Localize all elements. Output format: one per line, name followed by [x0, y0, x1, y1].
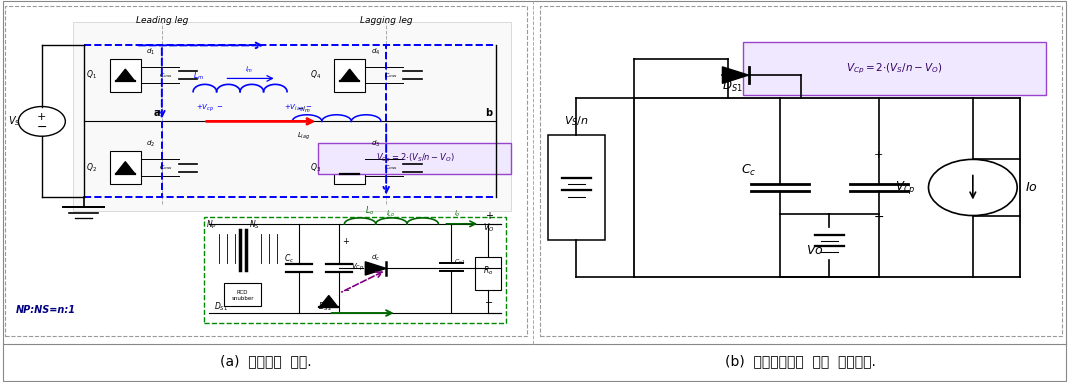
Polygon shape: [340, 69, 359, 81]
FancyBboxPatch shape: [743, 42, 1045, 95]
Text: $D_{S1}$: $D_{S1}$: [723, 79, 743, 94]
Bar: [547, 134, 605, 240]
Text: (a)  전류도통  경로.: (a) 전류도통 경로.: [220, 354, 312, 368]
Text: RCD: RCD: [237, 290, 248, 295]
Text: snubber: snubber: [232, 296, 254, 301]
Text: $Q_4$: $Q_4$: [310, 69, 321, 81]
Text: $V_S/n$: $V_S/n$: [564, 115, 589, 128]
Bar: [224, 283, 261, 306]
Text: $d_3$: $d_3$: [371, 139, 379, 149]
Text: $C_c$: $C_c$: [741, 163, 756, 178]
Text: Leading leg: Leading leg: [136, 16, 188, 25]
Text: $Io$: $Io$: [1025, 181, 1038, 194]
Polygon shape: [366, 262, 386, 275]
Text: $C_{oss}$: $C_{oss}$: [159, 71, 173, 79]
Text: (b)  전압스트레스  관련  등가회로.: (b) 전압스트레스 관련 등가회로.: [725, 354, 877, 368]
Polygon shape: [320, 296, 338, 308]
Text: $d_1$: $d_1$: [146, 47, 155, 57]
Text: $V_{Cp}=2{\cdot}(V_S/n-V_O)$: $V_{Cp}=2{\cdot}(V_S/n-V_O)$: [847, 62, 943, 76]
Bar: [334, 58, 366, 92]
Text: $N_P$: $N_P$: [206, 218, 217, 231]
Bar: [73, 22, 511, 210]
Text: $V_S$: $V_S$: [7, 115, 20, 128]
Polygon shape: [115, 162, 135, 173]
Text: $V_{Cp}=2{\cdot}(V_S/n-V_O)$: $V_{Cp}=2{\cdot}(V_S/n-V_O)$: [375, 152, 454, 165]
Text: a: a: [154, 108, 160, 118]
Text: $L_m$: $L_m$: [193, 70, 204, 82]
Text: $d_2$: $d_2$: [146, 139, 155, 149]
Text: $V_{Cp}$: $V_{Cp}$: [895, 179, 915, 196]
Text: $D_{S1}$: $D_{S1}$: [214, 301, 228, 313]
Text: $i_{Lo}$: $i_{Lo}$: [386, 209, 396, 219]
Text: +: +: [342, 236, 348, 246]
Text: Lagging leg: Lagging leg: [360, 16, 413, 25]
Text: $R_o$: $R_o$: [483, 264, 493, 277]
Bar: [334, 151, 366, 184]
Text: $C_{oss}$: $C_{oss}$: [384, 71, 397, 79]
Text: $V_O$: $V_O$: [483, 222, 494, 234]
Text: −: −: [342, 286, 348, 295]
Text: +: +: [485, 211, 493, 221]
Text: $d_c$: $d_c$: [371, 253, 381, 263]
Text: $Q_1$: $Q_1$: [86, 69, 96, 81]
FancyBboxPatch shape: [319, 143, 511, 174]
Text: $-i_m$: $-i_m$: [297, 104, 312, 115]
Text: $N_S$: $N_S$: [249, 218, 261, 231]
Bar: [203, 217, 506, 323]
Text: $+V_{cp}\ -$: $+V_{cp}\ -$: [196, 102, 223, 114]
Text: $i_o$: $i_o$: [454, 209, 461, 219]
Text: $C_c$: $C_c$: [284, 253, 295, 265]
Text: $D_{S2}$: $D_{S2}$: [319, 301, 332, 313]
Polygon shape: [340, 162, 359, 173]
Text: $V_{Cp}$: $V_{Cp}$: [351, 261, 363, 273]
Bar: [475, 257, 501, 290]
Text: $C_{oss}$: $C_{oss}$: [384, 163, 397, 172]
Text: $L_{lag}$: $L_{lag}$: [297, 131, 311, 142]
Text: $L_o$: $L_o$: [366, 205, 374, 217]
Text: NP:NS=n:1: NP:NS=n:1: [16, 305, 76, 315]
Text: +: +: [37, 112, 47, 122]
Text: $C_{oss}$: $C_{oss}$: [159, 163, 173, 172]
Text: $C_{o1}$: $C_{o1}$: [454, 257, 465, 266]
Text: $+V_{lag}\ -$: $+V_{lag}\ -$: [284, 102, 313, 114]
Text: $Q_2$: $Q_2$: [86, 161, 96, 174]
Text: $Vo$: $Vo$: [806, 244, 823, 257]
Bar: [110, 151, 141, 184]
Text: −: −: [485, 298, 494, 308]
Text: −: −: [873, 210, 884, 223]
Text: $i_m$: $i_m$: [245, 65, 253, 75]
Polygon shape: [723, 67, 748, 83]
Text: b: b: [485, 108, 493, 118]
Polygon shape: [115, 69, 135, 81]
Text: $Q_3$: $Q_3$: [310, 161, 321, 174]
Bar: [110, 58, 141, 92]
Text: $d_4$: $d_4$: [371, 47, 379, 57]
Text: +: +: [874, 150, 884, 160]
Text: −: −: [36, 121, 47, 134]
